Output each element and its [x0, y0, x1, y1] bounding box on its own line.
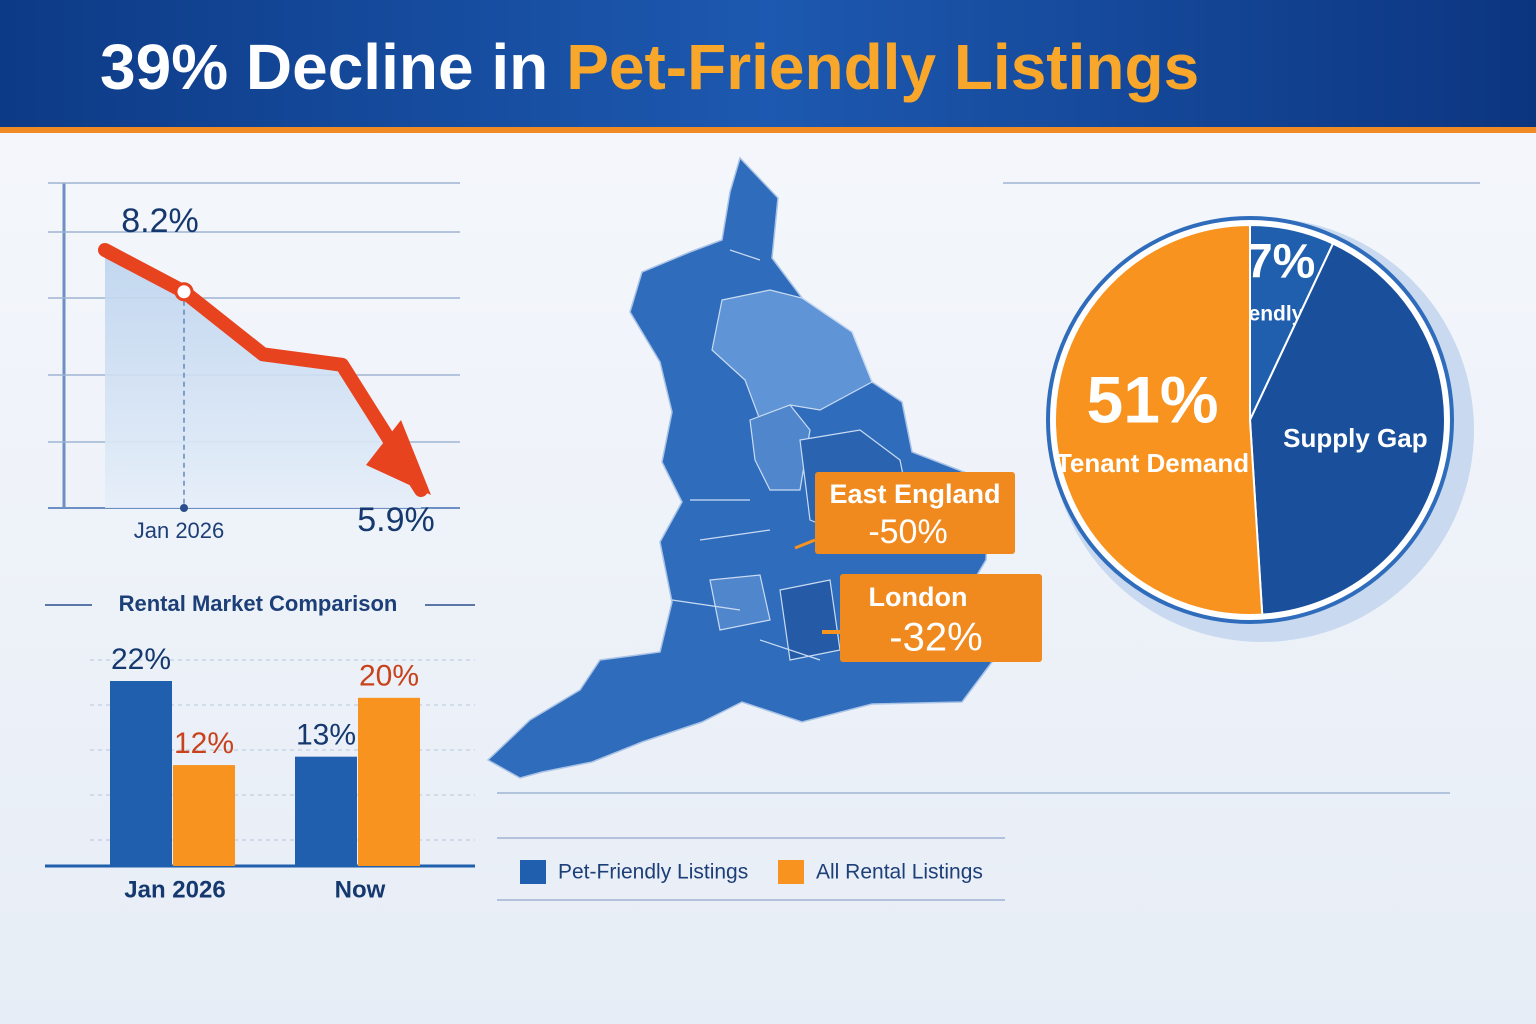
map-region [711, 289, 873, 421]
trend-line [98, 243, 428, 497]
callout-region: East England [829, 479, 1000, 509]
pie-value-label: 51% [1086, 363, 1218, 437]
pie-category-label: Tenant Demand [1056, 448, 1249, 478]
legend-swatch [778, 860, 804, 884]
x-tick-label: Jan 2026 [134, 518, 225, 543]
map-region [709, 574, 771, 631]
value-label: 8.2% [121, 202, 199, 240]
bar [358, 697, 420, 866]
x-tick-label: Now [335, 876, 386, 903]
pie-category-label: Supply Gap [1283, 423, 1427, 453]
pie-value-label: 7% [1246, 236, 1315, 289]
header-band [0, 0, 1536, 128]
bar-chart-title: Rental Market Comparison [119, 591, 398, 616]
value-label: 13% [296, 719, 356, 752]
legend-label: All Rental Listings [816, 861, 983, 884]
callout-leader [794, 538, 816, 550]
callout: London -32% [822, 574, 1042, 662]
value-label: 20% [359, 660, 419, 693]
value-label: 5.9% [357, 501, 435, 539]
callout-change: -50% [868, 513, 947, 551]
charts: Jan 2026 8.2% 5.9% Jan 2026 22% 12% Now 13%20% P… [45, 202, 1446, 903]
title-lead: 39% Decline in [100, 31, 548, 103]
callout-region: London [869, 582, 968, 612]
bar [295, 756, 357, 866]
pie-slice [1054, 223, 1264, 616]
callout-change: -32% [889, 616, 982, 660]
map-region [749, 404, 811, 491]
axis-dot [180, 504, 188, 512]
pie-slice [1248, 242, 1446, 616]
callout: East England -50% [794, 472, 1015, 554]
page-title: 39% Decline in Pet-Friendly Listings [100, 31, 1199, 103]
callout-box [840, 574, 1042, 662]
callout-box [815, 472, 1015, 554]
arrow-head [366, 420, 431, 495]
title-highlight: Pet-Friendly Listings [566, 31, 1199, 103]
x-tick-label: Jan 2026 [124, 876, 225, 903]
map-region [779, 579, 841, 661]
bar [173, 765, 235, 866]
legend-swatch [520, 860, 546, 884]
value-label: 22% [111, 643, 171, 676]
value-label: 12% [174, 727, 234, 760]
header-rule [0, 127, 1536, 133]
map-borders [671, 249, 821, 661]
bar [110, 681, 172, 866]
legend-label: Pet-Friendly Listings [558, 861, 748, 884]
data-point [174, 282, 194, 302]
